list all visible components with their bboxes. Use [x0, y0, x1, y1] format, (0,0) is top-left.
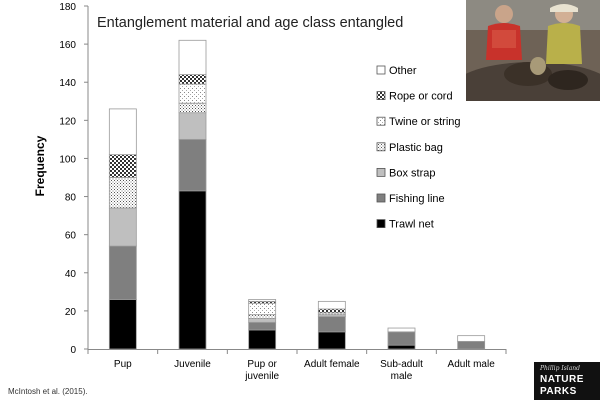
bar-segment-fishing-line [317, 316, 346, 333]
x-tick-label: Pup [114, 359, 132, 370]
bar-segment-other [248, 299, 277, 302]
legend-label-trawl-net: Trawl net [389, 219, 434, 231]
logo-line-2: NATURE [540, 374, 584, 385]
legend-swatch-fishing-line [376, 193, 386, 203]
bar-segment-fishing-line [178, 138, 207, 192]
logo-line-3: PARKS [540, 386, 577, 397]
bar-segment-trawl-net [387, 344, 416, 350]
legend-label-plastic-bag: Plastic bag [389, 142, 443, 154]
bar-segment-other [317, 300, 346, 310]
y-axis-label: Frequency [33, 135, 47, 196]
bar-segment-other [178, 39, 207, 75]
citation: McIntosh et al. (2015). [8, 387, 88, 396]
y-tick-label: 120 [59, 116, 76, 127]
legend-swatch-twine-or-string [376, 116, 386, 126]
bar-segment-fishing-line [387, 331, 416, 346]
y-tick-label: 140 [59, 78, 76, 89]
bar-segment-other [387, 327, 416, 333]
legend-label-rope-or-cord: Rope or cord [389, 91, 453, 103]
bar-segment-trawl-net [108, 299, 137, 350]
logo-line-1: Phillip Island [540, 365, 580, 372]
legend-swatch-rope-or-cord [376, 91, 386, 100]
legend-label-other: Other [389, 65, 417, 77]
y-tick-label: 40 [65, 269, 77, 280]
x-tick-label: Pup or juvenile [244, 359, 279, 382]
phillip-island-nature-parks-logo: Phillip Island NATURE PARKS [534, 362, 600, 400]
y-tick-label: 160 [59, 40, 76, 51]
bar-segment-other [108, 108, 137, 156]
legend-label-box-strap: Box strap [389, 167, 435, 179]
x-tick-label: Juvenile [174, 359, 211, 370]
legend-swatch-other [376, 65, 386, 75]
bar-segment-fishing-line [248, 321, 277, 331]
bar-segment-trawl-net [317, 331, 346, 350]
bar-segment-trawl-net [248, 329, 277, 350]
legend-swatch-trawl-net [376, 219, 386, 229]
y-tick-label: 20 [65, 307, 77, 318]
y-tick-label: 0 [70, 345, 76, 356]
y-tick-label: 80 [65, 193, 77, 204]
y-tick-label: 100 [59, 154, 76, 165]
legend-swatch-box-strap [376, 167, 386, 177]
x-tick-label: Adult male [448, 359, 496, 370]
x-tick-label: Adult female [304, 359, 360, 370]
y-tick-label: 60 [65, 231, 77, 242]
bar-segment-fishing-line [108, 245, 137, 300]
bar-segment-plastic-bag [108, 177, 137, 209]
bar-segment-plastic-bag [248, 314, 277, 319]
chart-title: Entanglement material and age class enta… [97, 15, 403, 31]
bar-segment-twine-or-string [178, 83, 207, 104]
bar-segment-rope-or-cord [317, 308, 346, 314]
bar-segment-rope-or-cord [178, 74, 207, 85]
y-tick-label: 180 [59, 2, 76, 13]
bar-segment-trawl-net [178, 190, 207, 350]
bar-segment-fishing-line [457, 340, 486, 350]
legend-swatch-plastic-bag [376, 142, 386, 152]
x-tick-label: Sub-adult male [380, 359, 423, 382]
legend-label-fishing-line: Fishing line [389, 193, 445, 205]
bar-segment-other [457, 335, 486, 342]
researchers-photo [466, 0, 600, 101]
bar-segment-box-strap [108, 207, 137, 247]
bar-segment-plastic-bag [178, 102, 207, 114]
bar-segment-box-strap [248, 318, 277, 323]
legend-label-twine-or-string: Twine or string [389, 116, 461, 128]
bar-segment-twine-or-string [248, 302, 277, 316]
bar-segment-box-strap [178, 112, 207, 140]
bar-segment-rope-or-cord [108, 154, 137, 178]
